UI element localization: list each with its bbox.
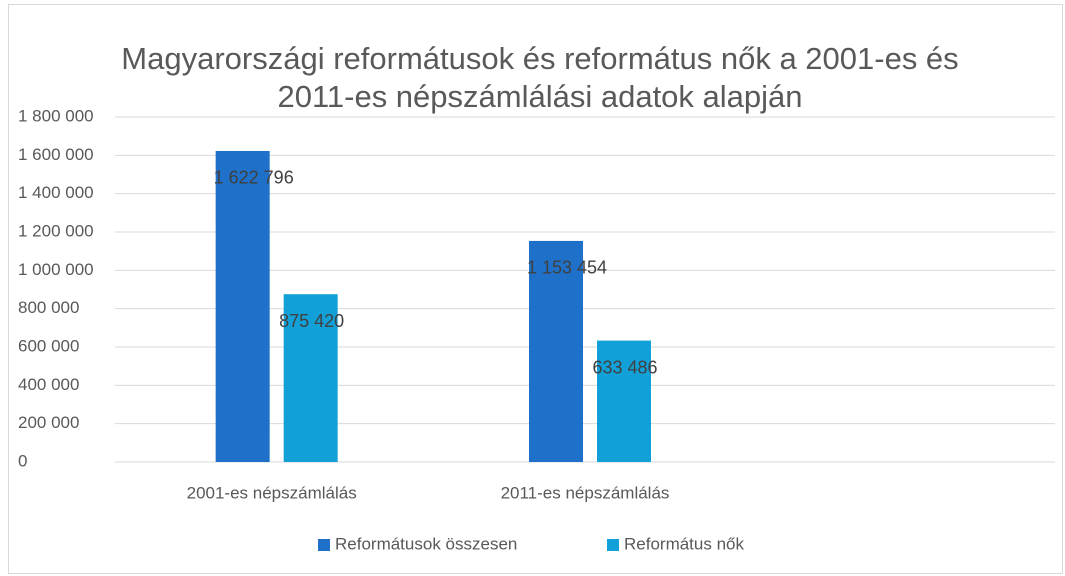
legend-swatch [607,539,619,551]
y-tick-label: 1 400 000 [18,183,94,202]
data-label: 633 486 [592,357,657,377]
y-tick-label: 200 000 [18,413,79,432]
data-label: 1 622 796 [214,168,294,188]
y-tick-label: 400 000 [18,375,79,394]
y-tick-label: 800 000 [18,298,79,317]
legend-label: Református nők [624,534,744,553]
y-tick-label: 1 600 000 [18,145,94,164]
y-tick-label: 600 000 [18,336,79,355]
chart-title: Magyarországi reformátusok és református… [121,41,959,114]
data-label: 875 420 [279,311,344,331]
x-tick-label: 2001-es népszámlálás [187,483,357,502]
y-tick-label: 1 200 000 [18,221,94,240]
y-tick-label: 1 000 000 [18,260,94,279]
data-label: 1 153 454 [527,258,607,278]
y-tick-label: 0 [18,451,27,470]
x-tick-label: 2011-es népszámlálás [501,483,670,502]
legend-label: Reformátusok összesen [335,534,517,553]
bar [215,150,270,462]
bar [283,294,338,462]
bar [597,340,651,462]
legend-swatch [318,539,330,551]
y-tick-label: 1 800 000 [18,106,94,125]
bar [529,240,583,462]
